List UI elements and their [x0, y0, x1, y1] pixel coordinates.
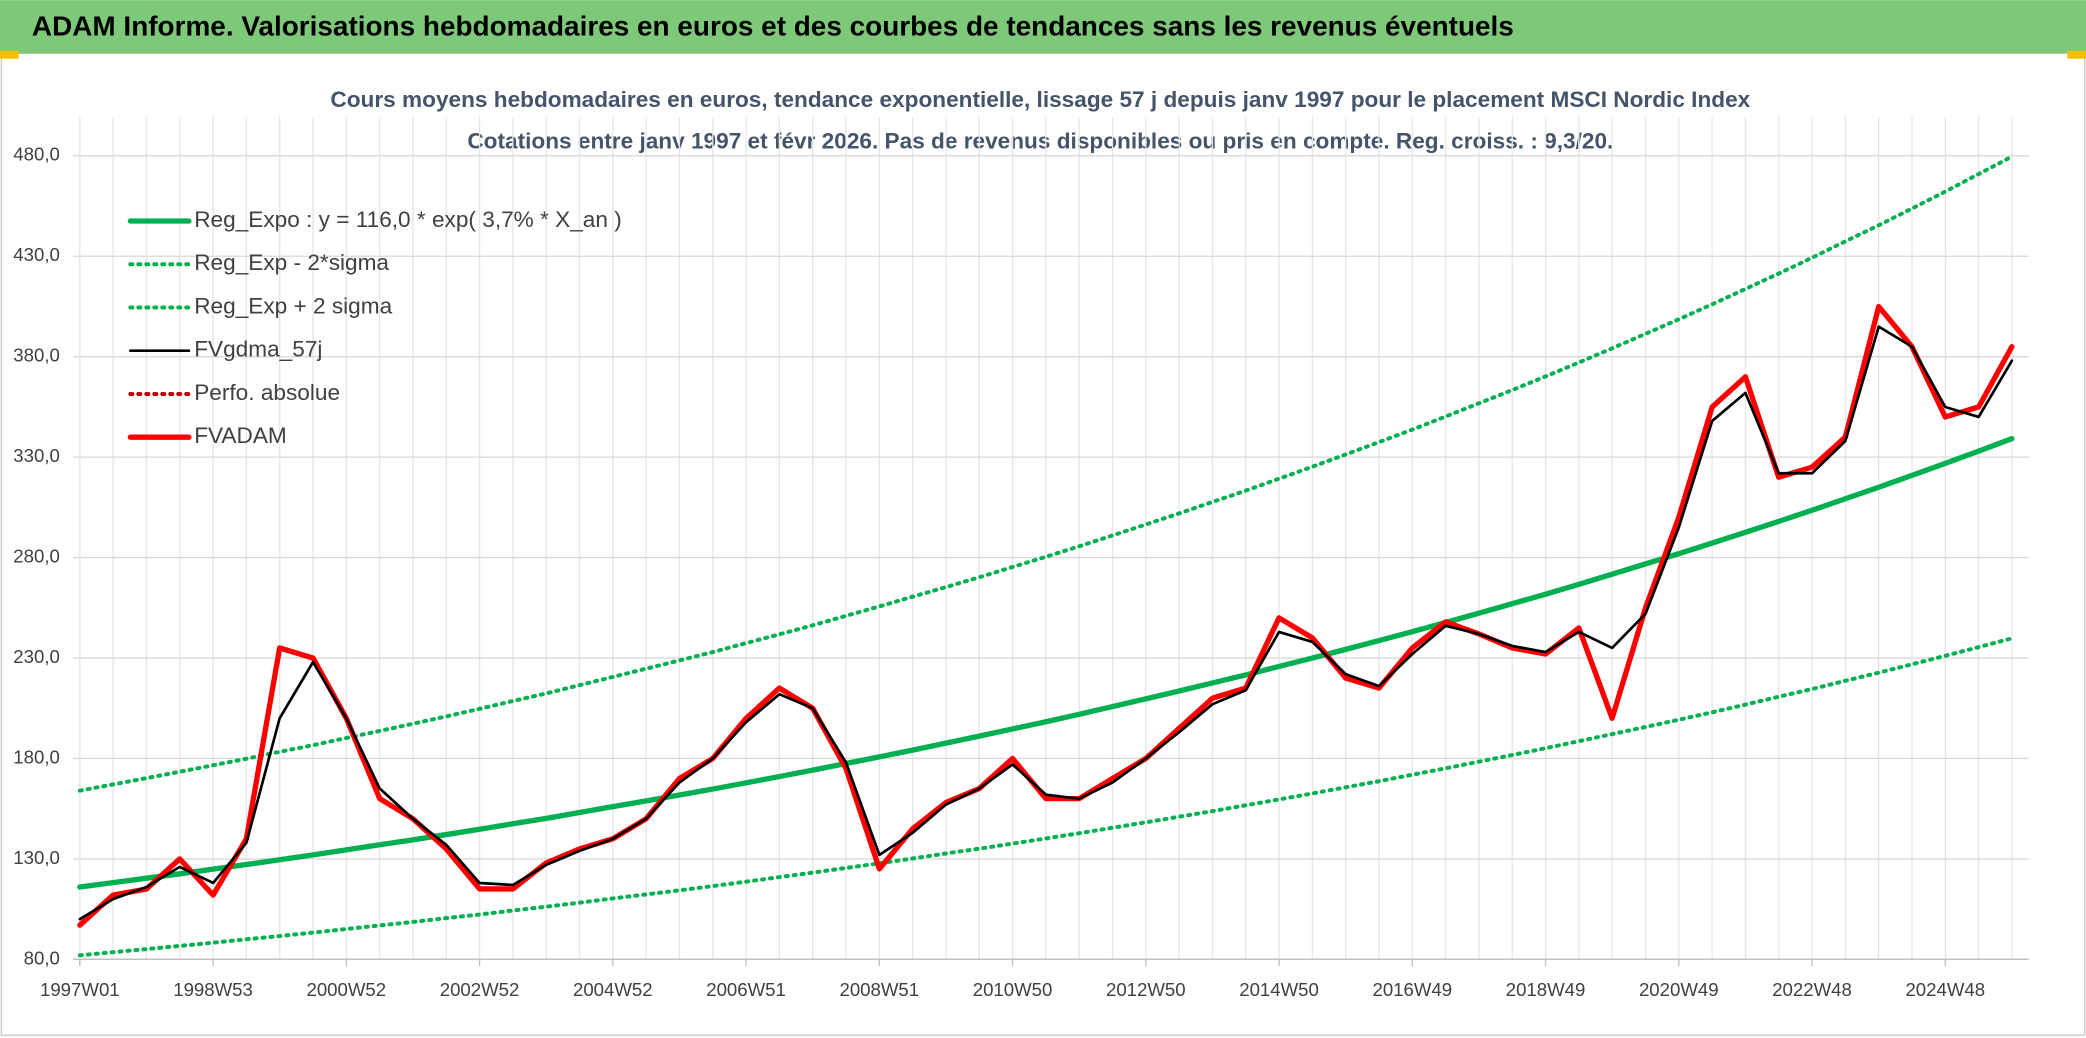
x-tick-label: 2020W49	[1639, 979, 1719, 1000]
series-line	[77, 303, 2015, 928]
header-bar	[0, 0, 2086, 54]
x-tick-label: 2006W51	[706, 979, 786, 1000]
legend-label: Reg_Expo : y = 116,0 * exp( 3,7% * X_an …	[194, 207, 622, 232]
series-line	[77, 636, 2014, 958]
legend-label: Reg_Exp - 2*sigma	[194, 250, 389, 275]
x-tick-label: 2024W48	[1905, 979, 1985, 1000]
x-tick-label: 1997W01	[40, 979, 120, 1000]
y-tick-label: 330,0	[13, 445, 60, 466]
x-tick-label: 2002W52	[440, 979, 520, 1000]
chart-subtitle: Cotations entre janv 1997 et févr 2026. …	[467, 128, 1613, 153]
y-tick-label: 80,0	[24, 947, 60, 968]
x-tick-label: 2004W52	[573, 979, 653, 1000]
series-line	[78, 325, 2014, 921]
y-tick-label: 280,0	[13, 546, 60, 567]
legend-label: FVgdma_57j	[194, 337, 322, 362]
y-tick-label: 480,0	[13, 144, 60, 165]
x-tick-label: 2010W50	[973, 979, 1053, 1000]
x-tick-label: 2000W52	[306, 979, 386, 1000]
legend-label: FVADAM	[194, 423, 287, 448]
x-tick-label: 2008W51	[839, 979, 919, 1000]
x-tick-label: 2012W50	[1106, 979, 1186, 1000]
x-tick-label: 2022W48	[1772, 979, 1852, 1000]
legend-label: Reg_Exp + 2 sigma	[194, 293, 392, 318]
chart-title: Cours moyens hebdomadaires en euros, ten…	[330, 87, 1750, 112]
x-tick-label: 2016W49	[1372, 979, 1452, 1000]
x-tick-label: 2014W50	[1239, 979, 1319, 1000]
corner	[0, 50, 19, 59]
corner	[2067, 50, 2086, 59]
y-tick-label: 180,0	[13, 746, 60, 767]
x-tick-label: 2018W49	[1506, 979, 1586, 1000]
y-tick-label: 430,0	[13, 244, 60, 265]
series-line	[77, 154, 2014, 793]
y-tick-label: 130,0	[13, 847, 60, 868]
y-tick-label: 380,0	[13, 345, 60, 366]
header-title: ADAM Informe. Valorisations hebdomadaire…	[32, 10, 1514, 41]
legend-label: Perfo. absolue	[194, 380, 340, 405]
x-tick-label: 1998W53	[173, 979, 253, 1000]
series-line	[77, 435, 2015, 890]
y-tick-label: 230,0	[13, 646, 60, 667]
